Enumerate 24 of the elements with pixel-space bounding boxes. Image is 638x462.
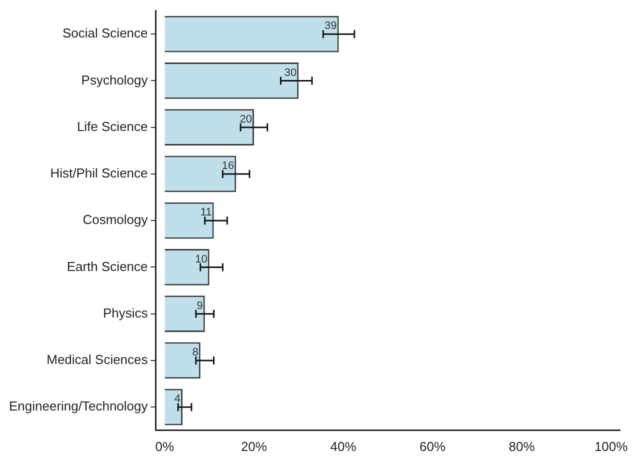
- x-tick-label: 40%: [330, 438, 357, 454]
- data-label: 30: [284, 66, 297, 79]
- x-tick-label: 100%: [594, 438, 628, 454]
- y-tick-label: Social Science: [62, 26, 148, 41]
- y-tick-label: Cosmology: [82, 212, 148, 228]
- data-label: 16: [222, 160, 234, 172]
- data-label: 20: [240, 113, 252, 126]
- x-tick-label: 80%: [508, 438, 536, 454]
- y-tick-label: Life Science: [76, 118, 148, 134]
- data-label: 9: [196, 300, 203, 312]
- y-tick-label: Hist/Phil Science: [50, 166, 148, 181]
- y-tick-label: Earth Science: [66, 258, 148, 274]
- y-tick-label: Physics: [102, 305, 148, 320]
- data-label: 8: [192, 346, 198, 358]
- data-label: 39: [324, 20, 337, 32]
- x-tick-label: 20%: [240, 438, 268, 454]
- x-tick-label: 60%: [420, 438, 446, 454]
- y-tick-label: Engineering/Technology: [8, 398, 148, 414]
- data-label: 4: [174, 393, 181, 406]
- y-tick-label: Psychology: [81, 72, 148, 88]
- x-tick-label: 0%: [155, 438, 175, 454]
- y-tick-label: Medical Sciences: [46, 352, 148, 368]
- data-label: 10: [195, 253, 208, 266]
- data-label: 11: [200, 206, 212, 219]
